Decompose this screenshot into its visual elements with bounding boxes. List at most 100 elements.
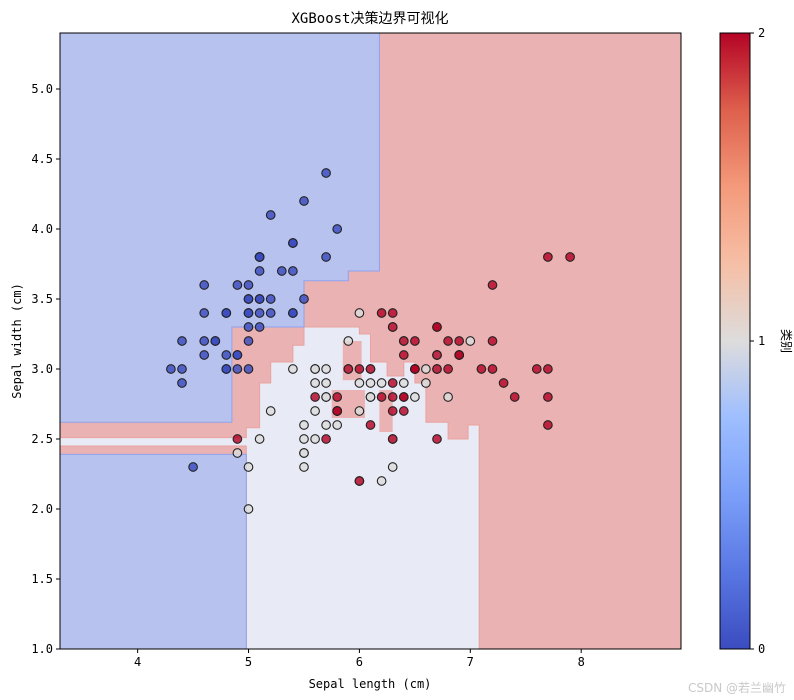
y-tick-label: 3.0 [31, 362, 53, 376]
scatter-point-class-2 [509, 392, 520, 402]
scatter-point-class-1 [354, 378, 365, 388]
scatter-point-class-1 [321, 378, 331, 388]
scatter-point-class-2 [543, 420, 553, 430]
scatter-point-class-2 [365, 420, 376, 430]
scatter-point-class-0 [243, 308, 254, 318]
scatter-point-class-0 [243, 322, 254, 332]
scatter-point-class-0 [321, 168, 331, 178]
y-tick-label: 1.0 [31, 642, 53, 656]
scatter-point-class-2 [487, 280, 498, 290]
x-tick-label: 7 [467, 655, 474, 669]
y-tick-label: 4.5 [31, 152, 53, 166]
colorbar-label: 类别 [779, 329, 793, 353]
scatter-point-class-2 [398, 336, 409, 346]
scatter-point-class-2 [387, 406, 398, 416]
scatter-point-class-1 [365, 392, 376, 402]
scatter-point-class-1 [265, 406, 276, 416]
scatter-point-class-0 [288, 308, 298, 318]
scatter-point-class-0 [221, 364, 232, 374]
scatter-point-class-0 [232, 350, 243, 360]
scatter-point-class-1 [354, 406, 365, 416]
scatter-point-class-2 [321, 434, 331, 444]
scatter-point-class-0 [177, 378, 187, 388]
scatter-point-class-1 [299, 434, 309, 444]
scatter-point-class-2 [398, 392, 409, 402]
y-tick-label: 2.0 [31, 502, 53, 516]
scatter-point-class-1 [332, 420, 343, 430]
scatter-point-class-0 [243, 294, 254, 304]
scatter-point-class-0 [265, 210, 276, 220]
scatter-point-class-2 [365, 364, 376, 374]
scatter-point-class-2 [454, 350, 465, 360]
scatter-point-class-0 [210, 336, 221, 346]
x-tick-label: 8 [578, 655, 585, 669]
scatter-point-class-2 [310, 392, 320, 402]
scatter-point-class-2 [387, 322, 398, 332]
scatter-point-class-0 [254, 308, 265, 318]
scatter-point-class-0 [276, 266, 287, 276]
scatter-point-class-1 [288, 364, 298, 374]
scatter-point-class-2 [354, 364, 365, 374]
scatter-point-class-0 [177, 364, 187, 374]
scatter-point-class-0 [243, 364, 254, 374]
scatter-point-class-1 [232, 448, 243, 458]
scatter-point-class-0 [254, 294, 265, 304]
scatter-point-class-1 [243, 462, 254, 472]
scatter-point-class-2 [476, 364, 487, 374]
scatter-point-class-0 [265, 294, 276, 304]
scatter-point-class-2 [432, 322, 442, 332]
scatter-point-class-2 [454, 336, 465, 346]
scatter-point-class-1 [299, 420, 309, 430]
scatter-point-class-1 [321, 364, 331, 374]
scatter-point-class-1 [387, 462, 398, 472]
x-tick-label: 4 [134, 655, 141, 669]
colorbar [719, 32, 751, 650]
scatter-point-class-0 [243, 280, 254, 290]
region-class-0-lower [60, 453, 247, 649]
scatter-point-class-0 [332, 224, 343, 234]
scatter-point-class-0 [265, 308, 276, 318]
colorbar-ticks: 0 1 2 [750, 26, 765, 656]
scatter-point-class-2 [443, 364, 453, 374]
scatter-point-class-1 [343, 336, 354, 346]
scatter-point-class-2 [410, 336, 420, 346]
scatter-point-class-0 [254, 252, 265, 262]
plot-frame [59, 32, 682, 650]
x-tick-label: 5 [245, 655, 252, 669]
scatter-point-class-1 [299, 448, 309, 458]
scatter-point-class-0 [199, 336, 210, 346]
scatter-point-class-1 [310, 378, 320, 388]
scatter-point-class-2 [376, 308, 387, 318]
colorbar-tick-label: 2 [758, 26, 765, 40]
y-axis-label: Sepal width (cm) [10, 283, 24, 399]
decision-regions [60, 33, 681, 649]
scatter-point-class-0 [166, 364, 176, 374]
watermark: CSDN @若兰幽竹 [688, 681, 786, 695]
scatter-point-class-2 [543, 392, 553, 402]
scatter-point-class-2 [487, 364, 498, 374]
scatter-point-class-2 [354, 476, 365, 486]
scatter-point-class-0 [288, 266, 298, 276]
scatter-point-class-2 [232, 434, 243, 444]
plot-area [60, 33, 681, 649]
scatter-point-class-2 [565, 252, 575, 262]
scatter-point-class-2 [531, 364, 542, 374]
scatter-point-class-2 [387, 434, 398, 444]
scatter-point-class-2 [432, 350, 442, 360]
scatter-point-class-1 [376, 476, 387, 486]
region-class-1 [60, 326, 480, 649]
scatter-point-class-2 [432, 434, 442, 444]
scatter-point-class-2 [343, 364, 354, 374]
x-axis-ticks: 4 5 6 7 8 [134, 649, 585, 669]
scatter-point-class-2 [398, 350, 409, 360]
scatter-point-class-1 [465, 336, 476, 346]
scatter-point-class-1 [254, 434, 265, 444]
scatter-point-class-1 [421, 378, 431, 388]
y-axis-ticks: 1.0 1.5 2.0 2.5 3.0 3.5 4.0 4.5 5.0 [31, 82, 60, 656]
y-tick-label: 5.0 [31, 82, 53, 96]
y-tick-label: 1.5 [31, 572, 53, 586]
scatter-point-class-2 [432, 364, 442, 374]
scatter-point-class-2 [443, 336, 453, 346]
scatter-point-class-0 [199, 280, 210, 290]
